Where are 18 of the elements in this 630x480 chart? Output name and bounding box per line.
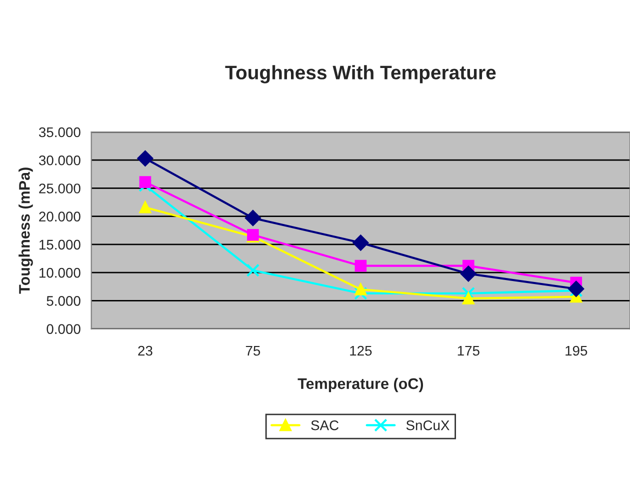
- x-tick-label: 195: [566, 346, 588, 356]
- y-tick-label: 5.000: [46, 296, 80, 306]
- y-tick-label: 15.000: [40, 240, 80, 250]
- y-tick-label: 10.000: [40, 268, 80, 278]
- y-axis-title: Toughness (mPa): [18, 168, 33, 294]
- legend-label: SnCuX: [406, 420, 450, 430]
- y-tick-label: 25.000: [39, 184, 80, 194]
- x-axis-title: Temperature (oC): [298, 378, 424, 392]
- legend-label: SAC: [311, 420, 339, 430]
- y-tick-label: 35.000: [38, 127, 80, 138]
- x-tick-label: 23: [138, 346, 152, 356]
- x-tick-label: 125: [350, 346, 372, 356]
- x-tick-label: 175: [458, 346, 480, 356]
- y-tick-label: 20.000: [39, 212, 80, 222]
- y-tick-label: 30.000: [38, 155, 80, 166]
- chart-title: Toughness With Temperature: [225, 65, 496, 84]
- x-tick-label: 75: [246, 346, 260, 356]
- y-tick-label: 0.000: [46, 324, 80, 334]
